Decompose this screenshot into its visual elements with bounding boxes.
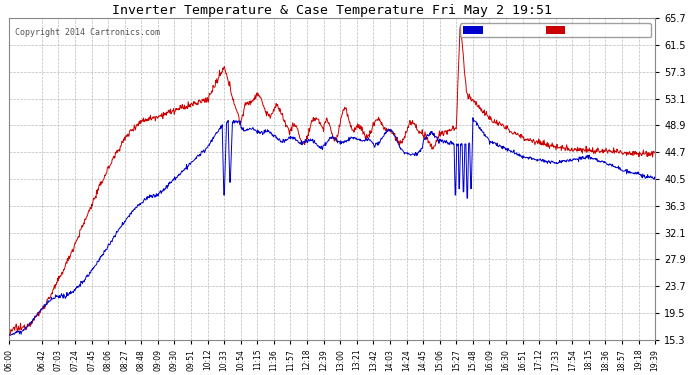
Text: Copyright 2014 Cartronics.com: Copyright 2014 Cartronics.com (15, 28, 160, 37)
Title: Inverter Temperature & Case Temperature Fri May 2 19:51: Inverter Temperature & Case Temperature … (112, 4, 552, 17)
Legend: Case  (°C), Inverter  (°C): Case (°C), Inverter (°C) (460, 23, 651, 38)
